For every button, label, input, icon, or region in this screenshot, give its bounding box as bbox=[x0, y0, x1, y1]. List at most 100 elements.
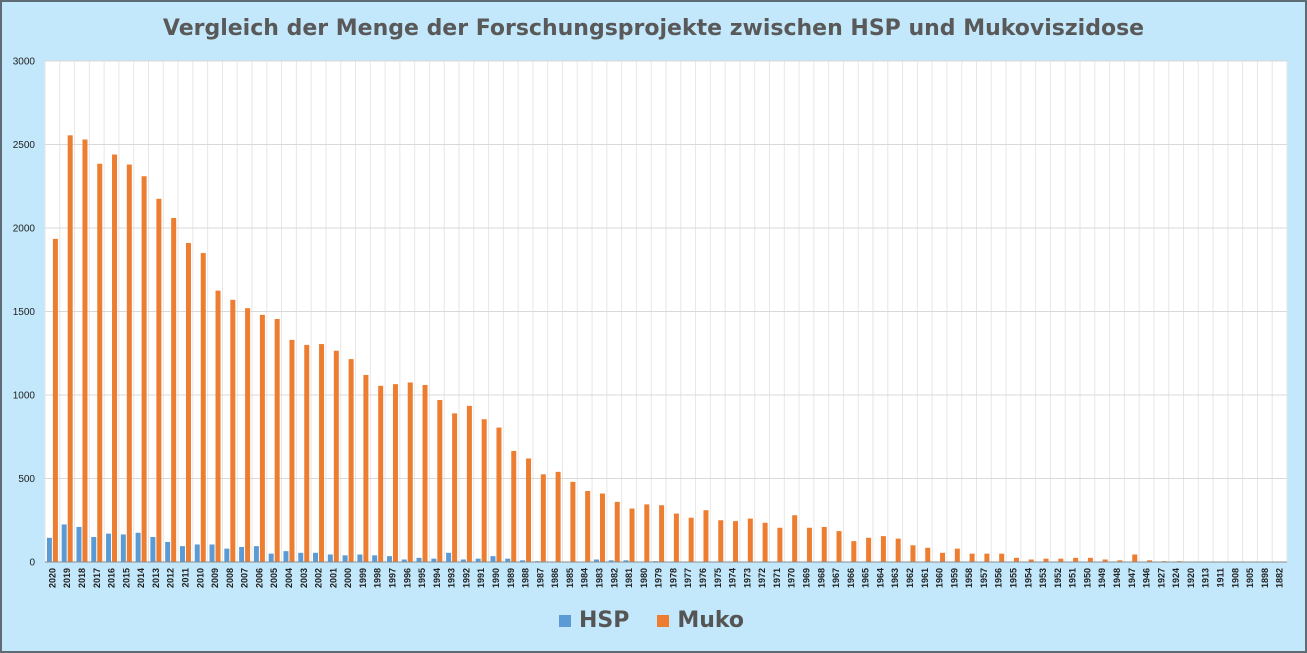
bar-muko bbox=[259, 314, 265, 562]
bar-muko bbox=[67, 135, 73, 562]
bar-muko bbox=[481, 419, 487, 562]
bar-muko bbox=[437, 400, 443, 562]
bar-muko bbox=[673, 513, 679, 562]
bar-muko bbox=[141, 176, 147, 563]
x-tick-label: 1993 bbox=[447, 568, 457, 588]
legend-item-muko[interactable]: Muko bbox=[657, 608, 744, 633]
x-tick-label: 1991 bbox=[476, 568, 486, 588]
x-tick-label: 1985 bbox=[565, 568, 575, 588]
bar-muko bbox=[836, 531, 842, 562]
x-tick-label: 2002 bbox=[314, 568, 324, 588]
x-tick-label: 2018 bbox=[77, 568, 87, 588]
bar-muko bbox=[866, 537, 872, 562]
x-tick-label: 1983 bbox=[594, 568, 604, 588]
x-tick-label: 2006 bbox=[254, 568, 264, 588]
bar-muko bbox=[274, 319, 280, 562]
x-tick-label: 1977 bbox=[683, 568, 693, 588]
bar-muko bbox=[171, 217, 177, 563]
x-tick-label: 1992 bbox=[461, 568, 471, 588]
bar-muko bbox=[614, 501, 620, 562]
x-tick-label: 2007 bbox=[240, 568, 250, 588]
bar-muko bbox=[289, 339, 295, 562]
bar-muko bbox=[452, 413, 458, 562]
bar-muko bbox=[821, 526, 827, 562]
y-tick-label: 1000 bbox=[13, 391, 36, 402]
x-tick-label: 1959 bbox=[949, 568, 959, 588]
legend-label-hsp: HSP bbox=[578, 608, 630, 633]
legend-item-hsp[interactable]: HSP bbox=[558, 608, 630, 633]
x-tick-label: 1965 bbox=[861, 568, 871, 588]
bar-hsp bbox=[416, 557, 422, 562]
x-tick-label: 2004 bbox=[284, 568, 294, 588]
x-tick-label: 1978 bbox=[668, 568, 678, 588]
x-tick-label: 1956 bbox=[994, 568, 1004, 588]
bar-muko bbox=[954, 548, 960, 562]
bar-muko bbox=[230, 299, 236, 562]
bar-muko bbox=[304, 344, 310, 562]
bar-hsp bbox=[372, 555, 378, 562]
x-tick-label: 1980 bbox=[639, 568, 649, 588]
bar-muko bbox=[925, 547, 931, 562]
x-tick-label: 2000 bbox=[343, 568, 353, 588]
bar-muko bbox=[97, 163, 103, 562]
x-tick-label: 2017 bbox=[92, 568, 102, 588]
x-tick-label: 1979 bbox=[654, 568, 664, 588]
x-tick-label: 1954 bbox=[1023, 568, 1033, 588]
bar-hsp bbox=[209, 544, 215, 562]
x-tick-label: 1981 bbox=[624, 568, 634, 588]
bar-muko bbox=[348, 359, 354, 562]
bar-hsp bbox=[150, 536, 156, 562]
x-tick-label: 1951 bbox=[1068, 568, 1078, 588]
bar-hsp bbox=[460, 559, 466, 562]
x-tick-label: 1995 bbox=[417, 568, 427, 588]
legend-label-muko: Muko bbox=[677, 608, 745, 633]
bar-muko bbox=[82, 139, 88, 563]
x-tick-label: 2011 bbox=[180, 568, 190, 588]
x-tick-label: 2012 bbox=[166, 568, 176, 588]
bar-muko bbox=[496, 427, 502, 562]
bar-hsp bbox=[91, 536, 97, 562]
bar-muko bbox=[792, 515, 798, 562]
x-tick-label: 1913 bbox=[1201, 568, 1211, 588]
bar-muko bbox=[112, 154, 118, 562]
bar-hsp bbox=[327, 554, 333, 562]
x-tick-label: 1971 bbox=[772, 568, 782, 588]
bar-muko bbox=[378, 385, 384, 562]
bar-muko bbox=[999, 553, 1005, 562]
legend-swatch-hsp bbox=[558, 614, 571, 627]
x-tick-label: 2001 bbox=[328, 568, 338, 588]
bar-hsp bbox=[520, 560, 526, 562]
x-tick-label: 1949 bbox=[1097, 568, 1107, 588]
bar-muko bbox=[718, 520, 724, 562]
x-tick-label: 1974 bbox=[728, 568, 738, 588]
x-tick-label: 1927 bbox=[1156, 568, 1166, 588]
bar-hsp bbox=[224, 548, 230, 562]
legend-swatch-muko bbox=[657, 614, 670, 627]
bar-muko bbox=[156, 198, 162, 562]
bar-muko bbox=[540, 474, 546, 562]
y-tick-label: 2000 bbox=[13, 224, 36, 235]
x-tick-label: 1911 bbox=[1215, 568, 1225, 588]
bar-muko bbox=[733, 521, 739, 562]
x-tick-label: 1908 bbox=[1230, 568, 1240, 588]
bar-muko bbox=[1028, 559, 1034, 562]
bar-hsp bbox=[505, 558, 511, 562]
bar-muko bbox=[969, 553, 975, 562]
x-tick-label: 1973 bbox=[742, 568, 752, 588]
bar-hsp bbox=[475, 558, 481, 562]
x-tick-label: 1898 bbox=[1260, 568, 1270, 588]
bar-hsp bbox=[135, 532, 141, 562]
x-tick-label: 2019 bbox=[62, 568, 72, 588]
bar-muko bbox=[984, 553, 990, 562]
bar-muko bbox=[910, 545, 916, 562]
bar-muko bbox=[599, 493, 605, 562]
bar-muko bbox=[585, 491, 591, 562]
x-tick-label: 1967 bbox=[831, 568, 841, 588]
bar-hsp bbox=[253, 546, 259, 562]
bar-muko bbox=[659, 505, 665, 562]
bar-muko bbox=[555, 471, 561, 562]
bar-hsp bbox=[76, 526, 82, 562]
x-tick-label: 2008 bbox=[225, 568, 235, 588]
x-tick-label: 1968 bbox=[816, 568, 826, 588]
